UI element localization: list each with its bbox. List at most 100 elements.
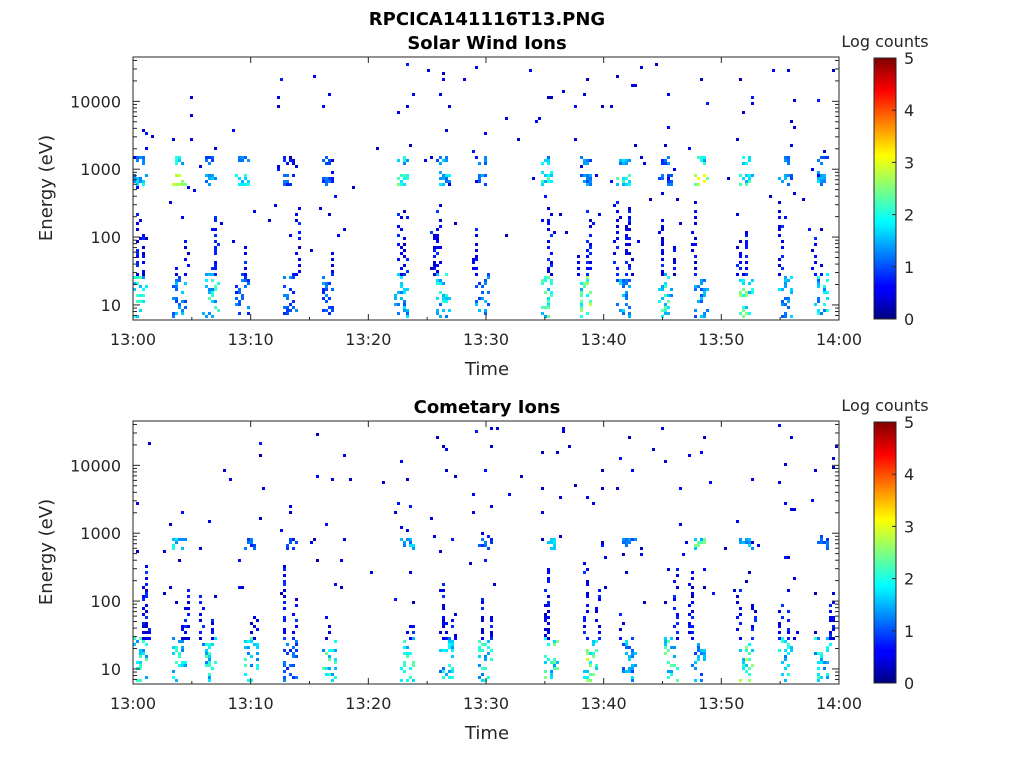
spectrogram-cell: [676, 622, 679, 625]
spectrogram-cell: [691, 243, 694, 246]
spectrogram-cell: [547, 162, 550, 165]
spectrogram-cell: [748, 180, 751, 183]
spectrogram-cell: [544, 670, 547, 673]
spectrogram-cell: [136, 300, 139, 303]
spectrogram-cell: [136, 276, 139, 279]
spectrogram-cell: [562, 427, 565, 430]
spectrogram-cell: [751, 291, 754, 294]
spectrogram-cell: [205, 273, 208, 276]
spectrogram-cell: [448, 183, 451, 186]
spectrogram-cell: [694, 667, 697, 670]
spectrogram-cell: [241, 297, 244, 300]
spectrogram-cell: [595, 649, 598, 652]
spectrogram-cell: [250, 655, 253, 658]
spectrogram-cell: [427, 69, 430, 72]
spectrogram-cell: [781, 246, 784, 249]
spectrogram-cell: [742, 279, 745, 282]
spectrogram-cell: [295, 643, 298, 646]
spectrogram-cell: [172, 637, 175, 640]
spectrogram-cell: [244, 285, 247, 288]
spectrogram-cell: [139, 276, 142, 279]
spectrogram-cell: [403, 664, 406, 667]
spectrogram-cell: [739, 255, 742, 258]
spectrogram-cell: [181, 162, 184, 165]
spectrogram-cell: [400, 460, 403, 463]
spectrogram-cell: [748, 652, 751, 655]
spectrogram-cell: [478, 544, 481, 547]
spectrogram-cell: [595, 619, 598, 622]
y-tick-label: 10000: [70, 92, 121, 111]
spectrogram-cell: [520, 475, 523, 478]
spectrogram-cell: [790, 174, 793, 177]
spectrogram-cell: [232, 129, 235, 132]
spectrogram-cell: [145, 571, 148, 574]
spectrogram-cell: [643, 162, 646, 165]
spectrogram-cell: [139, 655, 142, 658]
spectrogram-cell: [448, 643, 451, 646]
spectrogram-cell: [694, 285, 697, 288]
spectrogram-cell: [832, 616, 835, 619]
spectrogram-cell: [208, 655, 211, 658]
spectrogram-cell: [673, 607, 676, 610]
spectrogram-cell: [442, 676, 445, 679]
spectrogram-cell: [394, 294, 397, 297]
spectrogram-cell: [547, 595, 550, 598]
spectrogram-cell: [178, 159, 181, 162]
spectrogram-cell: [547, 180, 550, 183]
spectrogram-cell: [673, 580, 676, 583]
spectrogram-cell: [616, 219, 619, 222]
spectrogram-cell: [442, 282, 445, 285]
spectrogram-cell: [400, 246, 403, 249]
spectrogram-cell: [445, 129, 448, 132]
spectrogram-cell: [736, 273, 739, 276]
spectrogram-cell: [661, 249, 664, 252]
spectrogram-cell: [703, 652, 706, 655]
spectrogram-cell: [631, 649, 634, 652]
spectrogram-cell: [406, 478, 409, 481]
spectrogram-cell: [697, 643, 700, 646]
spectrogram-cell: [142, 129, 145, 132]
spectrogram-cell: [208, 312, 211, 315]
spectrogram-cell: [397, 183, 400, 186]
spectrogram-cell: [586, 294, 589, 297]
spectrogram-cell: [700, 294, 703, 297]
spectrogram-cell: [544, 195, 547, 198]
spectrogram-cell: [217, 243, 220, 246]
spectrogram-cell: [187, 625, 190, 628]
spectrogram-cell: [241, 183, 244, 186]
spectrogram-cell: [745, 261, 748, 264]
spectrogram-cell: [172, 183, 175, 186]
spectrogram-cell: [679, 487, 682, 490]
spectrogram-cell: [553, 538, 556, 541]
spectrogram-cell: [700, 279, 703, 282]
spectrogram-cell: [616, 273, 619, 276]
spectrogram-cell: [784, 297, 787, 300]
x-tick-label: 14:00: [816, 330, 862, 349]
spectrogram-cell: [826, 649, 829, 652]
spectrogram-cell: [211, 177, 214, 180]
spectrogram-cell: [205, 180, 208, 183]
spectrogram-cell: [208, 291, 211, 294]
spectrogram-cell: [289, 288, 292, 291]
spectrogram-cell: [436, 234, 439, 237]
spectrogram-cell: [688, 631, 691, 634]
spectrogram-cell: [478, 646, 481, 649]
spectrogram-cell: [745, 541, 748, 544]
spectrogram-cell: [211, 156, 214, 159]
spectrogram-cell: [673, 261, 676, 264]
spectrogram-cell: [241, 279, 244, 282]
spectrogram-cell: [406, 315, 409, 318]
spectrogram-cell: [625, 252, 628, 255]
spectrogram-cell: [814, 237, 817, 240]
spectrogram-cell: [748, 282, 751, 285]
spectrogram-cell: [445, 177, 448, 180]
spectrogram-cell: [793, 508, 796, 511]
spectrogram-cell: [400, 276, 403, 279]
spectrogram-cell: [409, 625, 412, 628]
spectrogram-cell: [139, 652, 142, 655]
spectrogram-cell: [544, 279, 547, 282]
spectrogram-cell: [139, 679, 142, 682]
spectrogram-cell: [400, 538, 403, 541]
spectrogram-cell: [748, 571, 751, 574]
